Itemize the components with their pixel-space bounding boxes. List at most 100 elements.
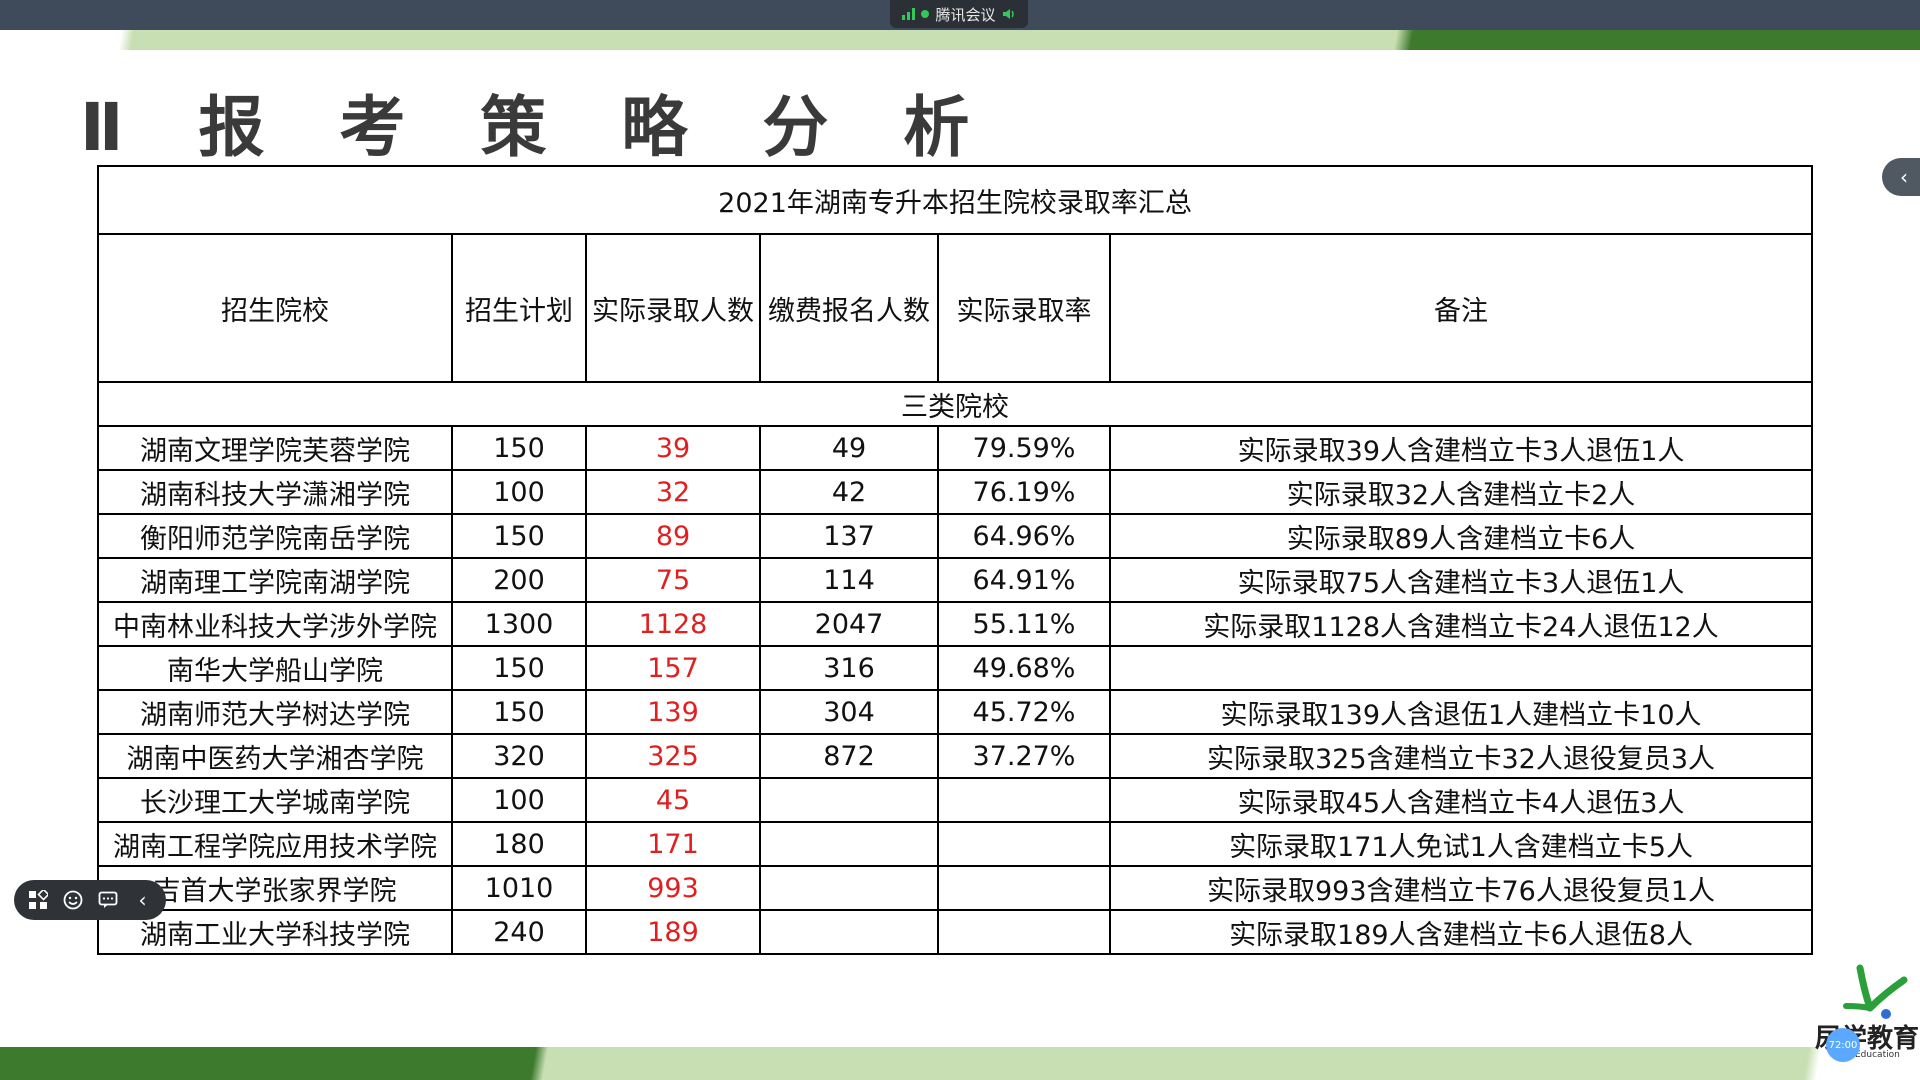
cell-paid xyxy=(759,777,939,823)
meeting-app-name: 腾讯会议 xyxy=(935,5,996,24)
header-rate: 实际录取率 xyxy=(937,233,1111,383)
cell-school: 长沙理工大学城南学院 xyxy=(97,777,453,823)
cell-school: 中南林业科技大学涉外学院 xyxy=(97,601,453,647)
cell-school: 湖南工程学院应用技术学院 xyxy=(97,821,453,867)
page-title: Ⅱ 报 考 策 略 分 析 xyxy=(80,89,996,166)
cell-admitted: 75 xyxy=(585,557,761,603)
decorative-band-bottom xyxy=(0,1047,1920,1080)
speaker-icon xyxy=(1002,9,1014,19)
cell-rate: 76.19% xyxy=(937,469,1111,515)
cell-notes: 实际录取993含建档立卡76人退役复员1人 xyxy=(1108,865,1814,911)
cell-rate: 55.11% xyxy=(937,601,1111,647)
cell-admitted: 45 xyxy=(585,777,761,823)
header-admitted: 实际录取人数 xyxy=(585,233,761,383)
cell-rate: 45.72% xyxy=(937,689,1111,735)
cell-rate: 64.96% xyxy=(937,513,1111,559)
decorative-band-top xyxy=(0,30,1920,50)
cell-rate xyxy=(937,777,1111,823)
table-row: 湖南工业大学科技学院 240 189 实际录取189人含建档立卡6人退伍8人 xyxy=(97,909,1814,955)
admission-table-container: 2021年湖南专升本招生院校录取率汇总 招生院校 招生计划 实际录取人数 缴费报… xyxy=(96,165,1814,955)
table-row: 湖南科技大学潇湘学院 100 32 42 76.19% 实际录取32人含建档立卡2人 xyxy=(97,469,1814,515)
signal-icon xyxy=(902,8,916,20)
table-row: 吉首大学张家界学院 1010 993 实际录取993含建档立卡76人退役复员1人 xyxy=(97,865,1814,911)
cell-paid: 42 xyxy=(759,469,939,515)
chevron-left-icon: ‹ xyxy=(1900,165,1908,189)
cell-admitted: 32 xyxy=(585,469,761,515)
cell-notes: 实际录取1128人含建档立卡24人退伍12人 xyxy=(1108,601,1814,647)
table-row: 湖南文理学院芙蓉学院 150 39 49 79.59% 实际录取39人含建档立卡3人退伍1… xyxy=(97,425,1814,471)
cell-rate: 64.91% xyxy=(937,557,1111,603)
header-paid: 缴费报名人数 xyxy=(759,233,939,383)
apps-icon[interactable] xyxy=(27,889,49,911)
cell-notes: 实际录取171人免试1人含建档立卡5人 xyxy=(1108,821,1814,867)
cell-school: 湖南文理学院芙蓉学院 xyxy=(97,425,453,471)
collapse-glyph: ‹ xyxy=(138,888,147,912)
cell-admitted: 157 xyxy=(585,645,761,691)
table-header-row: 招生院校 招生计划 实际录取人数 缴费报名人数 实际录取率 备注 xyxy=(97,233,1814,383)
meeting-status-pill[interactable]: 腾讯会议 xyxy=(890,0,1028,28)
cell-paid: 114 xyxy=(759,557,939,603)
cell-school: 湖南理工学院南湖学院 xyxy=(97,557,453,603)
cell-plan: 150 xyxy=(451,513,587,559)
cell-rate xyxy=(937,865,1111,911)
cell-notes: 实际录取75人含建档立卡3人退伍1人 xyxy=(1108,557,1814,603)
cell-plan: 150 xyxy=(451,425,587,471)
group-label: 三类院校 xyxy=(96,381,1814,427)
cell-plan: 1300 xyxy=(451,601,587,647)
chevron-left-icon[interactable]: ‹ xyxy=(132,888,154,912)
side-panel-toggle[interactable]: ‹ xyxy=(1882,158,1920,196)
cell-paid: 2047 xyxy=(759,601,939,647)
brand-logo-icon xyxy=(1843,964,1908,1019)
cell-admitted: 1128 xyxy=(585,601,761,647)
cell-school: 南华大学船山学院 xyxy=(97,645,453,691)
cell-rate: 37.27% xyxy=(937,733,1111,779)
cell-plan: 1010 xyxy=(451,865,587,911)
chat-icon[interactable] xyxy=(97,889,119,911)
header-plan: 招生计划 xyxy=(451,233,587,383)
cell-paid: 49 xyxy=(759,425,939,471)
cell-rate xyxy=(937,821,1111,867)
cell-paid: 872 xyxy=(759,733,939,779)
cell-admitted: 89 xyxy=(585,513,761,559)
cell-admitted: 39 xyxy=(585,425,761,471)
table-title: 2021年湖南专升本招生院校录取率汇总 xyxy=(96,165,1814,235)
cell-rate: 79.59% xyxy=(937,425,1111,471)
cell-notes: 实际录取189人含建档立卡6人退伍8人 xyxy=(1108,909,1814,955)
cell-plan: 100 xyxy=(451,777,587,823)
cell-plan: 150 xyxy=(451,689,587,735)
cell-paid xyxy=(759,821,939,867)
cell-paid xyxy=(759,909,939,955)
cell-paid: 316 xyxy=(759,645,939,691)
table-row: 湖南工程学院应用技术学院 180 171 实际录取171人免试1人含建档立卡5人 xyxy=(97,821,1814,867)
cell-paid: 137 xyxy=(759,513,939,559)
cell-school: 湖南师范大学树达学院 xyxy=(97,689,453,735)
timer-badge[interactable]: 72:00 xyxy=(1826,1028,1860,1062)
cell-paid xyxy=(759,865,939,911)
cell-plan: 200 xyxy=(451,557,587,603)
cell-notes: 实际录取139人含退伍1人建档立卡10人 xyxy=(1108,689,1814,735)
table-row: 湖南理工学院南湖学院 200 75 114 64.91% 实际录取75人含建档立卡3人退伍… xyxy=(97,557,1814,603)
cell-school: 湖南科技大学潇湘学院 xyxy=(97,469,453,515)
cell-rate xyxy=(937,909,1111,955)
cell-rate: 49.68% xyxy=(937,645,1111,691)
cell-admitted: 139 xyxy=(585,689,761,735)
cell-admitted: 993 xyxy=(585,865,761,911)
header-notes: 备注 xyxy=(1108,233,1814,383)
cell-school: 湖南中医药大学湘杏学院 xyxy=(97,733,453,779)
cell-notes: 实际录取45人含建档立卡4人退伍3人 xyxy=(1108,777,1814,823)
cell-notes xyxy=(1108,645,1814,691)
cell-notes: 实际录取39人含建档立卡3人退伍1人 xyxy=(1108,425,1814,471)
table-row: 长沙理工大学城南学院 100 45 实际录取45人含建档立卡4人退伍3人 xyxy=(97,777,1814,823)
emoji-icon[interactable] xyxy=(62,889,84,911)
table-row: 湖南师范大学树达学院 150 139 304 45.72% 实际录取139人含退伍1人建档… xyxy=(97,689,1814,735)
cell-plan: 180 xyxy=(451,821,587,867)
floating-toolbar: ‹ xyxy=(14,880,166,920)
table-row: 湖南中医药大学湘杏学院 320 325 872 37.27% 实际录取325含建档立卡32… xyxy=(97,733,1814,779)
cell-admitted: 171 xyxy=(585,821,761,867)
cell-school: 衡阳师范学院南岳学院 xyxy=(97,513,453,559)
cell-admitted: 189 xyxy=(585,909,761,955)
cell-plan: 150 xyxy=(451,645,587,691)
table-row: 衡阳师范学院南岳学院 150 89 137 64.96% 实际录取89人含建档立卡6人 xyxy=(97,513,1814,559)
admission-table: 2021年湖南专升本招生院校录取率汇总 招生院校 招生计划 实际录取人数 缴费报… xyxy=(96,165,1814,955)
cell-plan: 240 xyxy=(451,909,587,955)
